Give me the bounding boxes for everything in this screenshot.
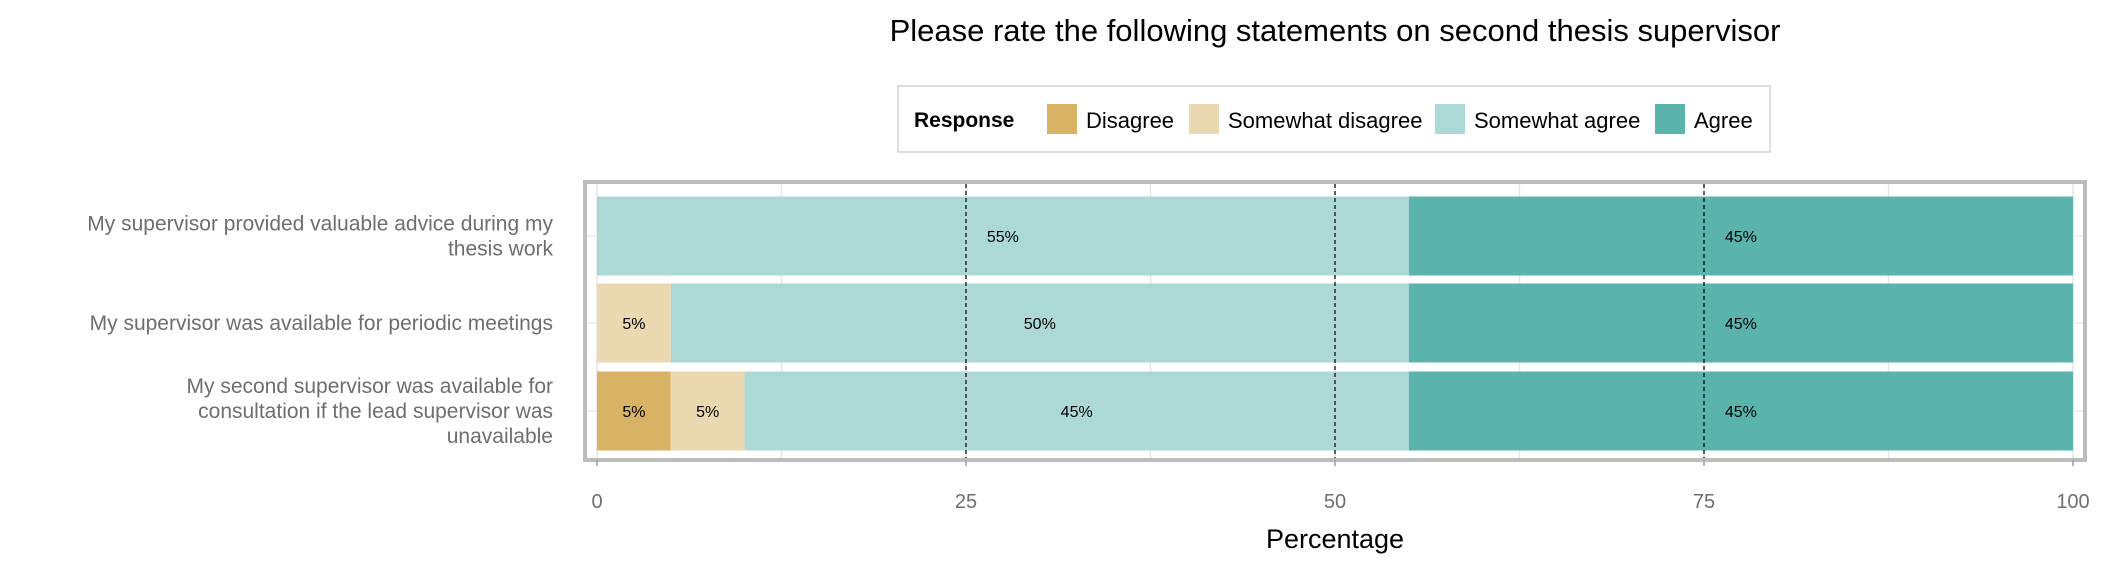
legend-swatch xyxy=(1047,104,1077,134)
data-label: 45% xyxy=(1725,316,1757,333)
x-tick-label: 25 xyxy=(955,491,977,513)
chart-title: Please rate the following statements on … xyxy=(890,13,1781,48)
data-label: 45% xyxy=(1061,404,1093,421)
plot-panel: 55% 45% 5% 50% 45% 5% 5% 45% 45% xyxy=(583,180,2087,462)
bar-segment xyxy=(597,283,671,363)
x-tick-label: 75 xyxy=(1693,491,1715,513)
legend-label: Somewhat disagree xyxy=(1228,108,1422,133)
legend: Response Disagree Somewhat disagree Somewh… xyxy=(897,85,1771,153)
bar-segment xyxy=(1408,371,2073,451)
x-axis-title: Percentage xyxy=(1266,524,1404,554)
category-label: My supervisor was available for periodic… xyxy=(90,312,553,335)
data-label: 5% xyxy=(622,404,645,421)
category-label: My second supervisor was available for co… xyxy=(187,375,554,448)
category-label: My supervisor provided valuable advice d… xyxy=(87,213,553,261)
bar-segment xyxy=(1408,196,2073,276)
data-label: 50% xyxy=(1024,316,1056,333)
data-label: 45% xyxy=(1725,229,1757,246)
legend-title: Response xyxy=(914,109,1014,132)
x-tick-label: 50 xyxy=(1324,491,1346,513)
x-tick-label: 100 xyxy=(2056,491,2089,513)
bar-segment xyxy=(1408,283,2073,363)
data-label: 5% xyxy=(696,404,719,421)
bar-segment xyxy=(597,196,1409,276)
legend-label: Agree xyxy=(1694,108,1753,133)
data-label: 55% xyxy=(987,229,1019,246)
legend-swatch xyxy=(1435,104,1465,134)
bar-segment xyxy=(597,371,671,451)
legend-label: Somewhat agree xyxy=(1474,108,1640,133)
data-label: 45% xyxy=(1725,404,1757,421)
legend-box xyxy=(897,85,1771,153)
bar-segment xyxy=(670,371,745,451)
legend-label: Disagree xyxy=(1086,108,1174,133)
data-label: 5% xyxy=(622,316,645,333)
x-tick-label: 0 xyxy=(591,491,602,513)
bar-segment xyxy=(670,283,1409,363)
bar-segment xyxy=(744,371,1409,451)
legend-swatch xyxy=(1189,104,1219,134)
legend-swatch xyxy=(1655,104,1685,134)
